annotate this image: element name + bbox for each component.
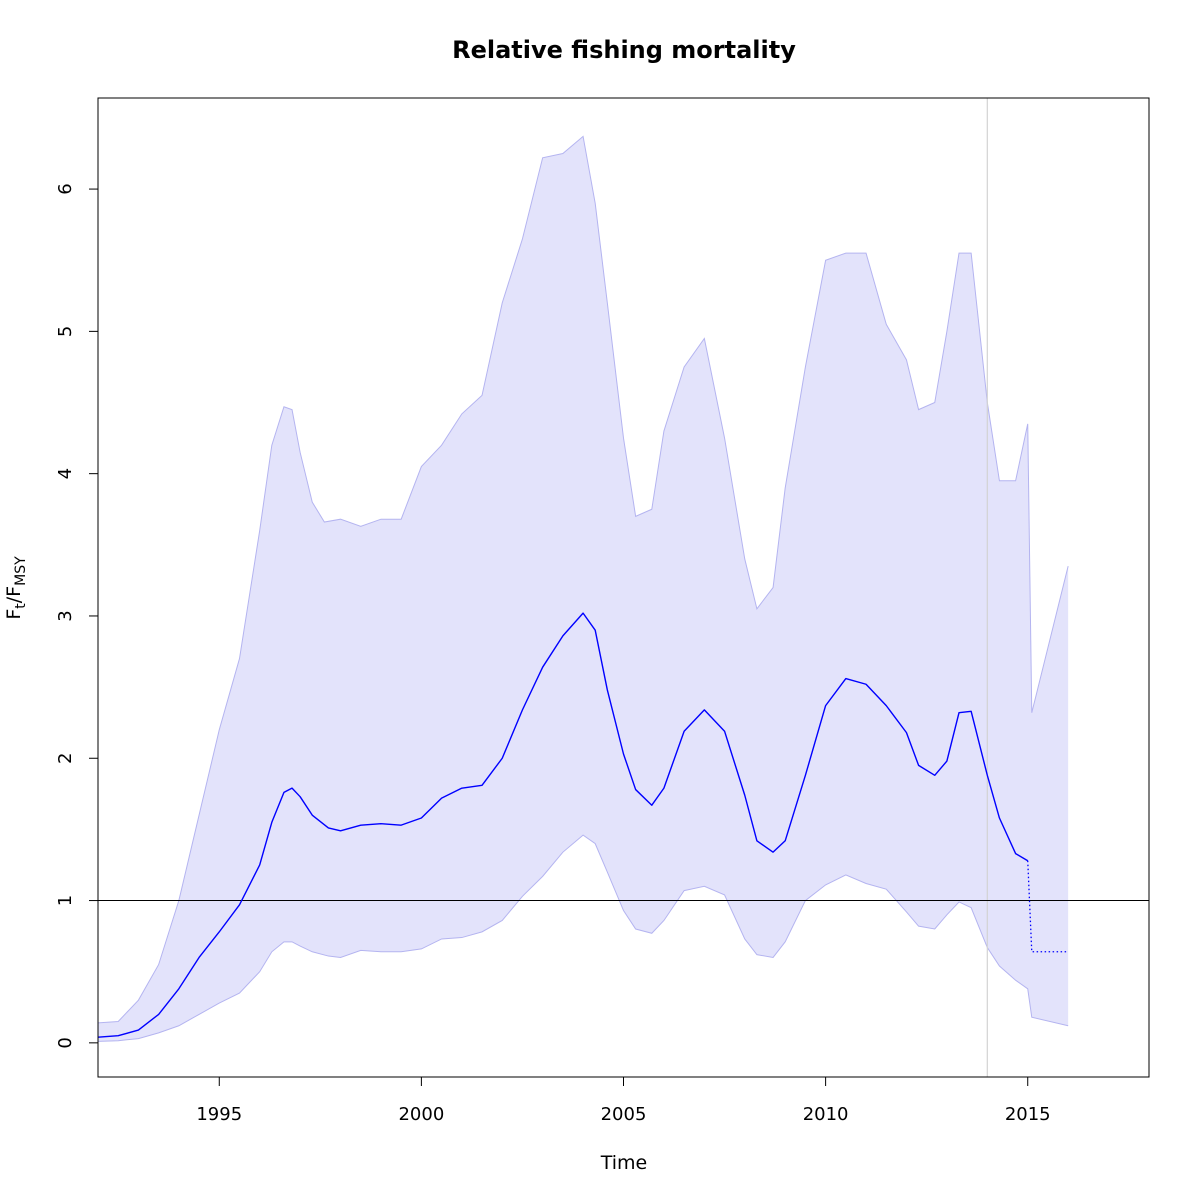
x-axis-label: Time bbox=[600, 1152, 648, 1174]
x-tick-label: 2010 bbox=[803, 1104, 849, 1125]
y-tick-label: 0 bbox=[55, 1037, 76, 1048]
x-tick-label: 2000 bbox=[398, 1104, 444, 1125]
y-axis-label-sub-t: t bbox=[13, 603, 29, 609]
x-tick-label: 2005 bbox=[601, 1104, 647, 1125]
y-axis-label-sub-msy: MSY bbox=[13, 556, 29, 586]
x-tick-label: 1995 bbox=[196, 1104, 242, 1125]
y-axis: 0 1 2 3 4 5 6 bbox=[55, 183, 99, 1049]
confidence-band-lower bbox=[97, 834, 1069, 1042]
y-tick-label: 6 bbox=[55, 183, 76, 194]
y-tick-label: 4 bbox=[55, 468, 76, 479]
y-axis-label: Ft/FMSY bbox=[3, 556, 29, 620]
x-axis: 1995 2000 2005 2010 2015 bbox=[196, 1076, 1051, 1125]
series-lines bbox=[97, 612, 1069, 1038]
confidence-band bbox=[97, 135, 1069, 1042]
x-tick-label: 2015 bbox=[1005, 1104, 1051, 1125]
y-tick-label: 2 bbox=[55, 753, 76, 764]
chart-title: Relative fishing mortality bbox=[452, 36, 796, 64]
y-axis-label-slash: /F bbox=[3, 586, 25, 603]
y-tick-label: 1 bbox=[55, 895, 76, 906]
y-axis-label-main: F bbox=[3, 609, 25, 620]
reference-lines bbox=[98, 98, 1149, 1077]
confidence-band-area bbox=[98, 136, 1069, 1042]
confidence-band-upper bbox=[97, 135, 1069, 1024]
y-tick-label: 5 bbox=[55, 326, 76, 337]
y-tick-label: 3 bbox=[55, 610, 76, 621]
median-line bbox=[97, 612, 1029, 1038]
